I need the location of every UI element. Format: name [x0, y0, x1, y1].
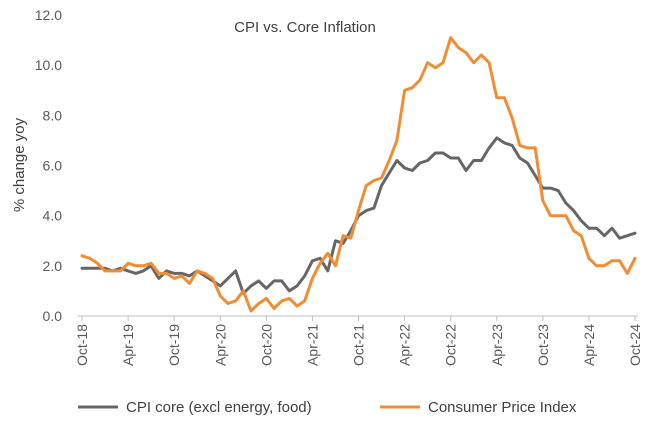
x-tick-label: Apr-21	[304, 324, 320, 366]
x-tick-label: Oct-24	[627, 324, 643, 366]
y-axis-tick-labels: 0.0 2.0 4.0 6.0 8.0 10.0 12.0	[35, 7, 62, 324]
x-tick-label: Oct-23	[535, 324, 551, 366]
x-tick-label: Apr-24	[581, 324, 597, 366]
y-tick-label: 12.0	[35, 7, 62, 23]
x-tick-label: Apr-20	[212, 324, 228, 366]
y-axis-label: % change yoy	[11, 117, 28, 212]
x-tick-label: Oct-18	[74, 324, 90, 366]
x-tick-label: Apr-22	[397, 324, 413, 366]
y-tick-label: 2.0	[43, 258, 63, 274]
legend-label: Consumer Price Index	[428, 399, 577, 416]
legend-label: CPI core (excl energy, food)	[126, 399, 312, 416]
x-tick-label: Apr-23	[489, 324, 505, 366]
series-lines	[80, 36, 637, 313]
x-tick-label: Oct-20	[258, 324, 274, 366]
x-tick-label: Oct-22	[443, 324, 459, 366]
y-tick-label: 0.0	[43, 308, 63, 324]
x-tick-label: Oct-19	[166, 324, 182, 366]
y-tick-label: 4.0	[43, 208, 63, 224]
series-line-consumer-price-index	[80, 36, 637, 313]
x-tick-label: Oct-21	[351, 324, 367, 366]
y-tick-label: 8.0	[43, 107, 63, 123]
y-tick-label: 6.0	[43, 158, 63, 174]
x-axis-ticks: Oct-18 Apr-19 Oct-19 Apr-20 Oct-20 Apr-21 Oct-…	[74, 316, 643, 366]
x-tick-label: Apr-19	[120, 324, 136, 366]
y-tick-label: 10.0	[35, 57, 62, 73]
legend: CPI core (excl energy, food) Consumer Pri…	[78, 399, 577, 416]
chart-title: CPI vs. Core Inflation	[234, 19, 376, 36]
